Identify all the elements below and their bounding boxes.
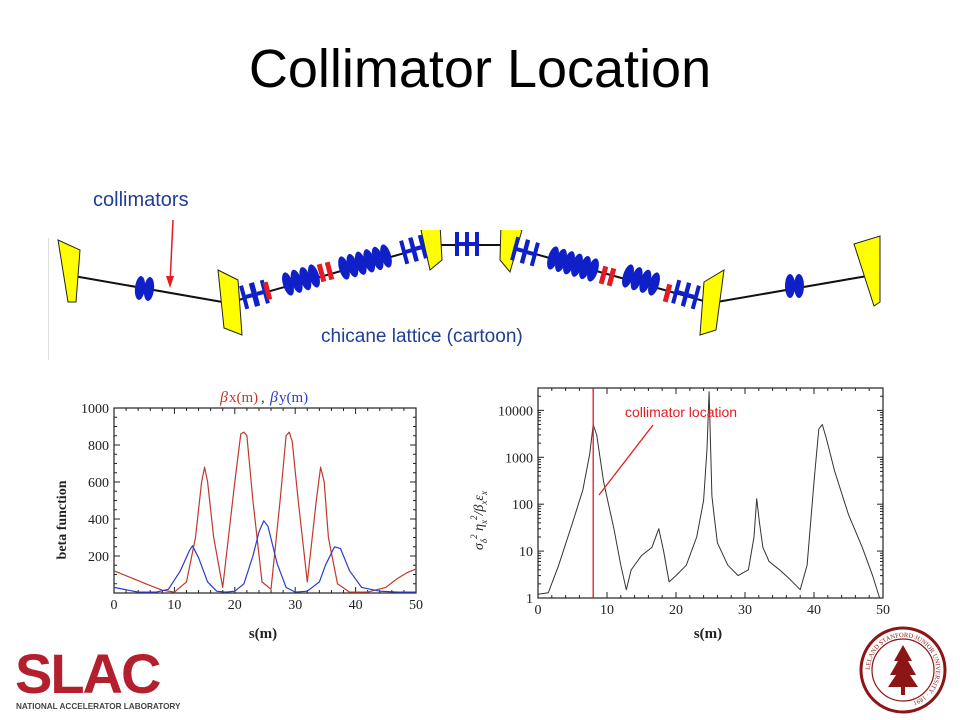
quadrupole-magnet [143,277,155,301]
legend-bx-symbol: β [219,389,228,406]
dipole-magnet [57,239,81,303]
dispersion-y-tick-label: 10 [519,545,533,560]
slac-logo: SLAC NATIONAL ACCELERATOR LABORATORY [15,645,181,711]
dispersion-x-tick-label: 20 [669,603,683,618]
annotation-pointer [598,424,654,496]
sextupole-magnet [681,282,701,310]
quadrupole-magnet [134,276,146,300]
legend-separator: , [261,390,265,406]
dispersion-x-tick-label: 10 [600,603,614,618]
dipole-magnet [699,269,725,336]
svg-text:σδ2 ηx2/βxεx: σδ2 ηx2/βxεx [469,491,489,550]
sextupole-magnet [520,239,540,267]
dispersion-x-axis-label: s(m) [694,626,722,642]
beta-x-tick-label: 0 [111,598,118,613]
dispersion-x-tick-label: 40 [807,603,821,618]
beta-x-tick-label: 10 [167,598,181,613]
dispersion-y-tick-label: 10000 [498,404,533,419]
dipole-magnet [853,235,881,307]
collimator-block [598,265,609,285]
dipole-magnet [217,269,243,336]
dispersion-x-tick-label: 30 [738,603,752,618]
beta-frame [113,407,417,594]
beta-x-tick-label: 20 [228,598,242,613]
beta-x-tick-label: 30 [288,598,302,613]
quadrupole-magnet [648,272,660,296]
tree-icon [888,645,918,687]
dispersion-x-tick-label: 50 [876,603,890,618]
quadrupole-magnet [587,258,599,282]
dispersion-x-tick-label: 0 [535,603,542,618]
dispersion-y-axis-label: σδ2 ηx2/βxεx [469,491,489,550]
sextupole-magnet [408,234,428,262]
quadrupole-magnet [380,244,392,268]
dispersion-frame [537,387,884,599]
legend-by-text: y(m) [279,390,308,406]
svg-text:NATIONAL ACCELERATOR LABORATOR: NATIONAL ACCELERATOR LABORATORY [16,702,181,711]
collimator-block [262,281,273,301]
beta-y-tick-label: 200 [88,550,109,565]
collimator-location-annotation: collimator location [625,404,737,420]
dispersion-y-tick-label: 1000 [505,451,533,466]
legend-by-symbol: β [269,389,278,406]
beta-y-tick-label: 600 [88,476,109,491]
stanford-seal-logo: LELAND STANFORD JUNIOR UNIVERSITY · 1891 [859,626,947,714]
beta-y-tick-label: 800 [88,439,109,454]
collimators-arrow [166,219,174,288]
beta-function-chart: β x(m) , β y(m) beta function s(m) 0 10 20… [55,389,423,642]
dispersion-chart: σδ2 ηx2/βxεx s(m) 0 10 20 30 40 50 1 10 100 1000 1… [469,387,890,642]
chicane-lattice-diagram [48,230,881,360]
collimators-label: collimators [93,189,189,211]
quadrupole-magnet [785,274,795,298]
quadrupole-magnet [308,264,320,288]
beta-x-tick-label: 50 [409,598,423,613]
beta-y-tick-label: 1000 [81,402,109,417]
slide-title: Collimator Location [248,39,712,99]
collimator-block [316,263,327,283]
beta-x-axis-label: s(m) [249,626,277,642]
chicane-label: chicane lattice (cartoon) [321,326,523,347]
beta-y-line [113,520,416,593]
beta-y-tick-label: 400 [88,513,109,528]
dispersion-line [537,391,881,599]
dispersion-y-tick-label: 1 [526,592,533,607]
collimator-block [606,267,617,287]
collimator-block [662,283,673,303]
beta-x-line [113,431,417,593]
beta-x-tick-label: 40 [349,598,363,613]
quadrupole-magnet [794,274,804,298]
sextupole-magnet [465,232,479,256]
svg-text:SLAC: SLAC [15,645,160,705]
collimator-block [324,261,335,281]
beta-y-axis-label: beta function [55,480,70,559]
legend-bx-text: x(m) [229,390,258,406]
dispersion-y-tick-label: 100 [512,498,533,513]
